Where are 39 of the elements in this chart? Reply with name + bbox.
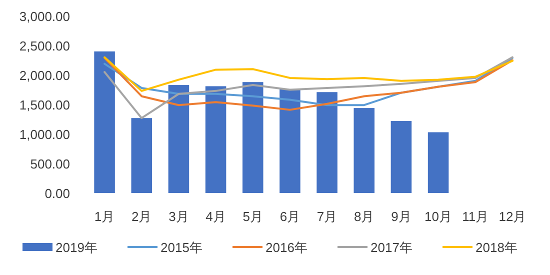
y-tick-label: 1,000.00 (19, 127, 70, 142)
x-tick-label: 9月 (391, 209, 412, 224)
bar (280, 89, 300, 193)
x-tick-label: 11月 (462, 209, 489, 224)
x-tick-label: 7月 (316, 209, 338, 224)
legend-item: 2015年 (128, 240, 202, 255)
y-tick-label: 2,500.00 (19, 38, 70, 54)
y-tick-label: 0.00 (44, 186, 70, 201)
x-tick-label: 1月 (94, 209, 115, 224)
bar (242, 82, 264, 193)
y-tick-label: 2,000.00 (19, 68, 70, 83)
x-tick-label: 5月 (242, 209, 263, 224)
x-tick-label: 6月 (280, 209, 300, 224)
legend-item: 2016年 (232, 240, 308, 255)
legend-item: 2018年 (442, 240, 518, 255)
legend-label: 2019年 (56, 240, 98, 255)
legend-item: 2019年 (22, 240, 98, 255)
legend-label: 2015年 (160, 240, 202, 255)
x-tick-label: 4月 (206, 209, 226, 224)
legend-item: 2017年 (338, 240, 412, 255)
x-tick-label: 8月 (354, 209, 374, 224)
y-tick-label: 1,500.00 (19, 98, 70, 112)
bar (428, 132, 449, 193)
legend-label: 2016年 (266, 240, 308, 255)
bar (354, 108, 375, 193)
bar (205, 86, 226, 193)
legend-label: 2018年 (476, 240, 518, 255)
x-tick-label: 3月 (168, 209, 189, 224)
y-tick-label: 3,000.00 (19, 9, 70, 24)
x-tick-label: 10月 (424, 209, 452, 224)
bar (316, 92, 338, 193)
bar (390, 121, 412, 193)
y-tick-label: 500.00 (30, 156, 70, 172)
bar (94, 51, 115, 193)
x-tick-label: 12月 (498, 209, 526, 224)
legend-label: 2017年 (370, 240, 412, 255)
bar (168, 85, 190, 193)
x-tick-label: 2月 (132, 209, 152, 224)
bar (131, 118, 152, 193)
